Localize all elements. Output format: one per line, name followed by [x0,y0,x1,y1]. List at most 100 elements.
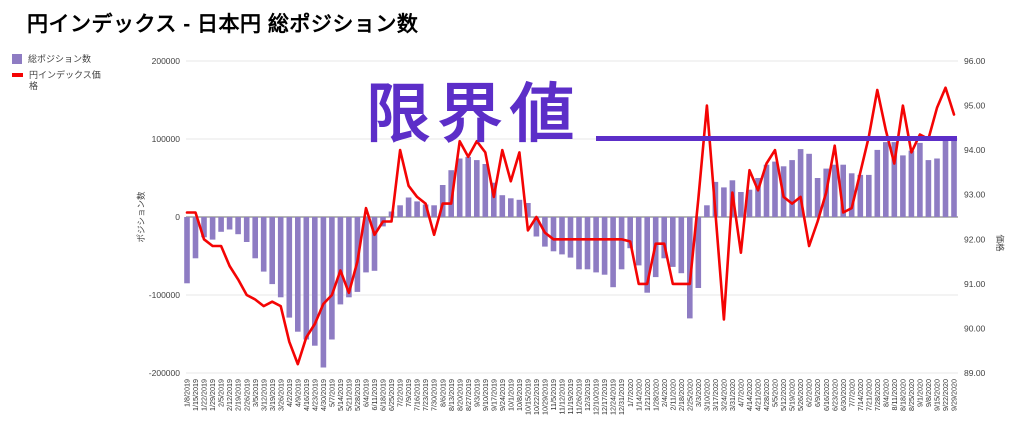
bar [755,178,761,217]
x-axis-date-label: 5/26/2020 [796,379,805,411]
x-axis-date-label: 4/21/2020 [754,379,763,411]
bar [482,164,489,217]
x-axis-date-label: 4/7/2020 [737,379,746,407]
x-axis-date-label: 10/1/2019 [506,379,515,411]
x-axis-date-label: 8/25/2020 [907,379,916,411]
x-axis-date-label: 12/3/2019 [583,379,592,411]
bar [883,142,889,217]
left-axis-tick-labels: 200000 100000 0 -100000 -200000 [149,56,180,378]
bar [252,217,258,259]
bar [508,198,514,217]
bar [474,160,480,217]
x-axis-date-label: 7/2/2019 [396,379,405,407]
x-axis-date-label: 6/23/2020 [830,379,839,411]
x-axis-date-label: 6/11/2019 [370,379,379,410]
x-axis-date-label: 2/12/2019 [225,379,234,411]
bar [312,217,318,346]
x-axis-date-label: 6/25/2019 [387,379,396,411]
bar [678,217,685,274]
bar [687,217,693,319]
x-axis-date-label: 9/3/2019 [472,379,481,407]
x-axis-date-label: 12/17/2019 [600,379,609,415]
bar [746,189,753,217]
x-axis-date-label: 5/7/2019 [327,379,336,407]
x-axis-date-label: 10/15/2019 [523,379,532,415]
bar [260,217,267,272]
bar [576,217,582,270]
legend: 総ポジション数 円インデックス価格 [12,54,107,96]
x-axis-date-label: 6/18/2019 [379,379,388,411]
x-axis-date-label: 5/28/2019 [353,379,362,411]
bar [456,158,463,217]
x-axis-date-label: 8/4/2020 [881,379,890,407]
bar [840,164,846,217]
x-axis-date-label: 7/16/2019 [413,379,422,411]
bar [499,195,506,217]
bar [320,217,327,368]
x-axis-date-label: 5/21/2019 [345,379,354,411]
x-axis-date-label: 9/10/2019 [481,379,490,411]
bar [405,197,412,217]
right-axis-tick: 90.00 [964,323,986,333]
bar [704,205,710,217]
bar [814,178,821,217]
x-axis-date-label: 7/28/2020 [873,379,882,411]
right-axis-title: 価格 [995,234,1005,252]
right-axis-tick: 94.00 [964,145,986,155]
x-axis-date-label: 11/12/2019 [558,379,567,414]
x-axis-date-label: 8/20/2019 [455,379,464,411]
x-axis-date-label: 10/8/2019 [515,379,524,411]
bar [337,217,344,305]
x-axis-date-label: 4/30/2019 [319,379,328,411]
bar [644,217,650,293]
x-axis-date-label: 1/29/2019 [208,379,217,411]
bar [431,205,437,217]
annotation-limit-line [596,136,957,141]
bar [559,217,565,255]
x-axis-date-label: 7/9/2019 [404,379,413,407]
x-axis-date-label: 3/3/2020 [694,379,703,407]
x-axis-date-label: 12/31/2019 [617,379,626,415]
bar [610,217,616,288]
x-axis-date-label: 3/26/2019 [276,379,285,411]
bar [593,217,599,273]
bar [414,201,420,217]
x-axis-date-label: 1/22/2019 [200,379,209,411]
bar [772,161,778,217]
x-axis-date-label: 5/14/2019 [336,379,345,411]
x-axis-date-label: 2/18/2020 [677,379,686,411]
annotation-limit-label: 限界値 [366,78,582,150]
price-line-series [185,86,956,366]
x-axis-date-label: 1/28/2020 [651,379,660,411]
right-axis-tick: 89.00 [964,368,986,378]
bar [900,155,906,217]
left-axis-tick: -200000 [149,368,180,378]
x-axis-date-label: 11/26/2019 [575,379,584,414]
x-axis-date-label: 4/23/2019 [310,379,319,411]
bar [695,217,702,288]
x-axis-date-label: 10/29/2019 [541,379,550,415]
bar [925,160,932,217]
x-axis-date-label: 4/16/2019 [302,379,311,411]
bar [346,217,352,298]
bar [226,217,233,230]
x-axis-date-label: 4/9/2019 [293,379,302,407]
x-axis-date-label: 11/5/2019 [549,379,558,410]
right-axis-tick: 93.00 [964,190,986,200]
bar [303,217,310,340]
x-axis-date-label: 7/23/2019 [421,379,430,411]
bar [908,150,915,217]
bar [277,217,284,298]
bar [218,217,224,232]
right-axis-tick: 96.00 [964,56,986,66]
bar [738,192,744,217]
x-axis-date-label: 9/29/2020 [950,379,959,411]
x-axis-date-label: 9/22/2020 [941,379,950,411]
line-series-swatch-icon [12,72,23,77]
bar [201,217,207,238]
x-axis-date-label: 11/19/2019 [566,379,575,414]
legend-label-price: 円インデックス価格 [29,69,101,91]
bar-series-swatch-icon [12,54,22,64]
x-axis-date-label: 12/10/2019 [592,379,601,415]
bar [243,217,250,242]
